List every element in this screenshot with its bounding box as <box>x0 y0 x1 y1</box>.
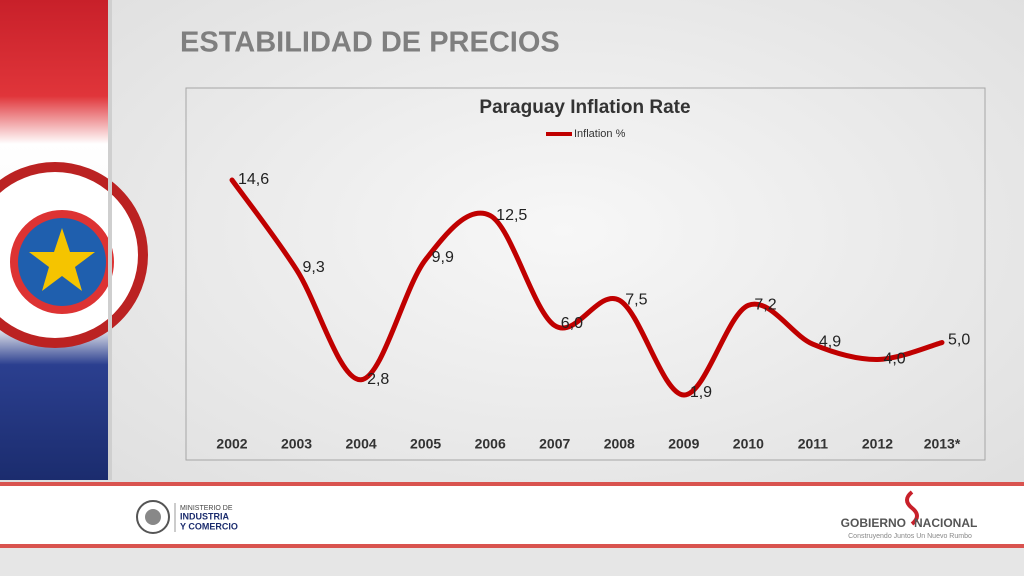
data-label: 4,0 <box>883 351 905 368</box>
x-tick-label: 2004 <box>346 436 377 452</box>
government-word: GOBIERNO <box>841 516 906 530</box>
data-label: 7,5 <box>625 291 647 308</box>
x-tick-label: 2012 <box>862 436 893 452</box>
ministry-line: MINISTERIO DE <box>180 505 233 512</box>
chart: 2002 2003 2004 2005 2006 2007 2008 2009 2010 2011… <box>216 128 970 452</box>
footer: MINISTERIO DE INDUSTRIA Y COMERCIO GOBIE… <box>0 482 1024 576</box>
slogan: Construyendo Juntos Un Nuevo Rumbo <box>848 533 972 540</box>
slide-title: ESTABILIDAD DE PRECIOS <box>180 27 560 59</box>
x-tick-label: 2005 <box>410 436 441 452</box>
data-label: 6,0 <box>561 315 583 332</box>
series-line <box>229 177 945 398</box>
x-tick-label: 2010 <box>733 436 764 452</box>
data-label: 9,3 <box>303 259 325 276</box>
data-label: 7,2 <box>754 296 776 313</box>
x-tick-label: 2007 <box>539 436 570 452</box>
data-label: 4,9 <box>819 333 841 350</box>
ministry-line: INDUSTRIA <box>180 511 229 521</box>
x-tick-label: 2011 <box>798 436 829 452</box>
data-label: 14,6 <box>238 171 269 188</box>
data-label: 2,8 <box>367 371 389 388</box>
data-label: 1,9 <box>690 384 712 401</box>
government-word: NACIONAL <box>914 516 977 530</box>
x-tick-label: 2009 <box>668 436 699 452</box>
x-tick-label: 2003 <box>281 436 312 452</box>
x-tick-label: 2002 <box>216 436 247 452</box>
x-tick-label: 2006 <box>475 436 506 452</box>
x-tick-label: 2013* <box>924 436 961 452</box>
data-label: 5,0 <box>948 332 970 349</box>
flag-strip <box>0 0 148 480</box>
data-label: 12,5 <box>496 207 527 224</box>
ministry-line: Y COMERCIO <box>180 521 238 531</box>
chart-title: Paraguay Inflation Rate <box>479 97 690 118</box>
chart-frame <box>185 87 986 461</box>
x-tick-label: 2008 <box>604 436 635 452</box>
data-label: 9,9 <box>432 249 454 266</box>
legend-label: Inflation % <box>574 128 626 140</box>
